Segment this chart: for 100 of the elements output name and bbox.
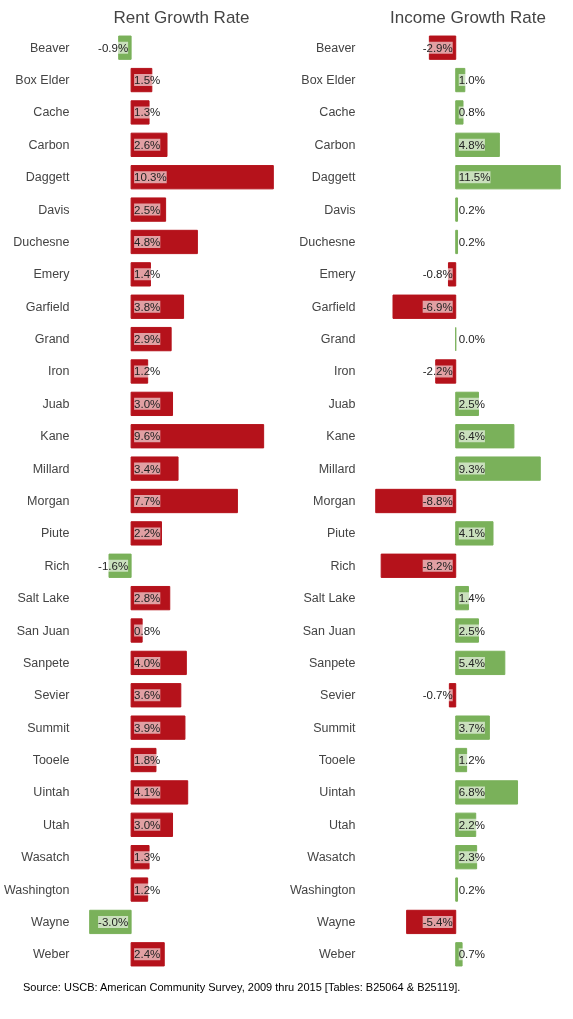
bar [130, 294, 185, 319]
data-label: 4.8% [458, 138, 485, 151]
y-tick-label: Salt Lake [303, 591, 356, 606]
bar [455, 521, 494, 546]
data-label: 7.7% [134, 495, 161, 507]
data-label: 0.8% [134, 624, 161, 637]
bar [455, 780, 519, 805]
y-tick-label: Uintah [33, 785, 70, 800]
data-label: 3.0% [134, 818, 161, 831]
y-tick-label: Garfield [311, 299, 356, 314]
y-tick-label: Sanpete [308, 655, 356, 670]
y-tick-label: Kane [326, 429, 356, 444]
bar [89, 909, 132, 935]
y-tick-label: Grand [34, 332, 70, 347]
y-tick-label: Summit [27, 720, 71, 735]
data-label: 2.2% [458, 818, 485, 831]
data-label: 1.3% [134, 106, 161, 119]
bar [130, 456, 179, 481]
bar [380, 553, 457, 578]
chart-title: Income Growth Rate [390, 7, 546, 27]
data-label: 0.2% [458, 203, 485, 216]
y-tick-label: Beaver [29, 40, 70, 55]
data-label: 2.2% [134, 527, 161, 540]
data-label: 3.6% [134, 689, 161, 702]
y-tick-label: Davis [38, 202, 70, 217]
data-label: 1.3% [134, 851, 161, 864]
data-label: 9.6% [134, 430, 161, 443]
y-tick-label: Iron [47, 364, 70, 379]
y-tick-label: Juab [42, 396, 70, 411]
bar [130, 942, 165, 967]
y-tick-label: Rich [330, 558, 356, 573]
y-tick-label: San Juan [16, 623, 70, 638]
data-label: -2.9% [422, 41, 453, 54]
bar [130, 132, 168, 157]
y-tick-label: Duchesne [13, 234, 70, 249]
y-tick-label: Tooele [318, 753, 356, 768]
data-label: 4.0% [134, 656, 161, 669]
data-label: 4.1% [458, 527, 485, 540]
y-tick-label: Cache [319, 105, 356, 120]
data-label: -1.6% [98, 559, 129, 572]
y-tick-label: Rich [44, 558, 70, 573]
y-tick-label: Tooele [32, 753, 70, 768]
y-tick-label: Wayne [31, 914, 70, 929]
y-tick-label: Sanpete [22, 655, 70, 670]
data-label: 1.2% [458, 754, 485, 767]
data-label: 3.8% [134, 300, 161, 313]
y-tick-label: Washington [3, 882, 70, 897]
y-tick-label: Summit [313, 720, 357, 735]
bar [392, 294, 457, 319]
data-label: 0.8% [458, 106, 485, 119]
data-label: 0.2% [458, 235, 485, 248]
data-label: 10.3% [134, 171, 167, 184]
y-tick-label: Carbon [314, 137, 356, 152]
data-label: 2.8% [134, 592, 161, 605]
bar [130, 780, 189, 805]
bar [455, 424, 515, 449]
y-tick-label: Millard [32, 461, 70, 476]
y-tick-label: Carbon [28, 137, 70, 152]
y-tick-label: Morgan [27, 494, 70, 508]
y-tick-label: Salt Lake [17, 591, 70, 606]
bar [130, 391, 174, 417]
y-tick-label: Duchesne [299, 234, 356, 249]
data-label: 1.4% [458, 592, 485, 605]
data-label: 2.5% [458, 624, 485, 637]
source-note: Source: USCB: American Community Survey, 2009 thru 2015 [Tables: B25064 & B25119]. [23, 980, 461, 995]
bar [130, 326, 172, 352]
y-tick-label: Emery [33, 267, 71, 282]
y-tick-label: Emery [319, 267, 357, 282]
bar [130, 683, 182, 708]
bar [130, 650, 187, 676]
data-label: -8.2% [422, 559, 453, 572]
data-label: 2.5% [458, 397, 485, 410]
y-tick-label: Kane [40, 429, 70, 444]
y-tick-label: Daggett [311, 170, 357, 185]
data-label: 1.2% [134, 365, 161, 378]
data-label: 6.4% [458, 430, 485, 443]
data-label: -3.0% [98, 915, 129, 928]
bar [130, 424, 265, 449]
data-label: 1.4% [134, 268, 161, 281]
data-label: 9.3% [458, 462, 485, 475]
y-tick-label: Garfield [25, 299, 70, 314]
bar [455, 456, 541, 481]
y-tick-label: Grand [320, 332, 356, 347]
chart-title: Rent Growth Rate [113, 7, 250, 27]
data-label: 2.6% [134, 138, 161, 151]
bar [455, 165, 561, 190]
data-label: 1.8% [134, 754, 161, 767]
y-tick-label: Juab [328, 396, 356, 411]
y-tick-label: Utah [43, 817, 70, 832]
y-tick-label: Box Elder [15, 73, 70, 88]
y-tick-label: Beaver [315, 40, 356, 55]
data-label: -0.9% [98, 41, 129, 54]
data-label: 0.2% [458, 883, 485, 896]
data-label: 3.4% [134, 462, 161, 475]
bar [130, 715, 186, 740]
y-tick-label: Utah [329, 817, 356, 832]
bar [455, 715, 490, 740]
y-tick-label: Weber [32, 947, 70, 962]
data-label: 2.9% [134, 333, 161, 346]
data-label: 1.0% [458, 74, 485, 87]
